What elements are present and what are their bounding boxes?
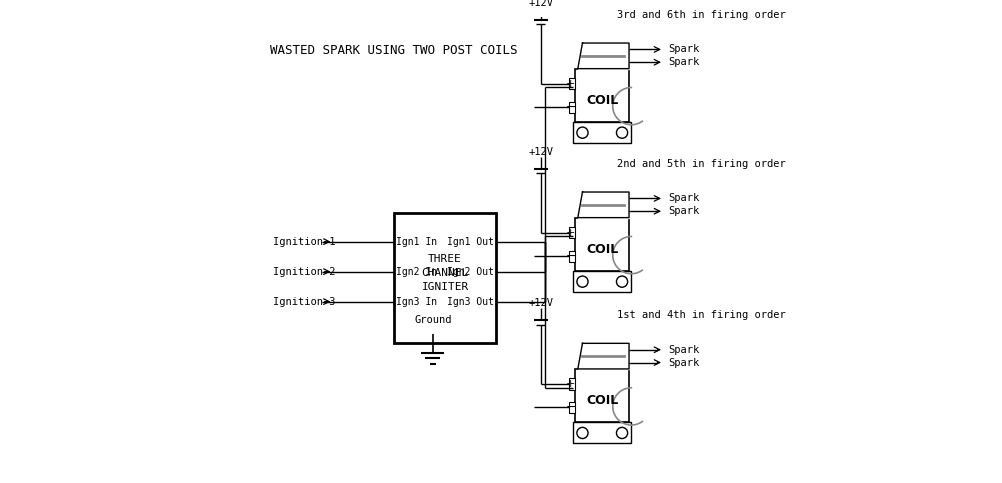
Text: Spark: Spark — [668, 44, 699, 55]
Circle shape — [577, 127, 588, 138]
Text: Ignition 2: Ignition 2 — [273, 267, 336, 277]
FancyBboxPatch shape — [575, 218, 629, 271]
FancyBboxPatch shape — [568, 101, 575, 113]
Circle shape — [577, 427, 588, 439]
Text: Ign3 Out: Ign3 Out — [447, 297, 494, 307]
FancyBboxPatch shape — [575, 69, 629, 122]
FancyBboxPatch shape — [575, 369, 629, 423]
FancyBboxPatch shape — [568, 78, 575, 89]
Polygon shape — [578, 343, 629, 369]
Text: Spark: Spark — [668, 193, 699, 203]
Text: Spark: Spark — [668, 206, 699, 216]
Text: Ign2 Out: Ign2 Out — [447, 267, 494, 277]
Text: THREE
CHANNEL
IGNITER: THREE CHANNEL IGNITER — [422, 255, 469, 293]
Text: Ign1 In: Ign1 In — [396, 237, 438, 247]
Circle shape — [577, 276, 588, 287]
Text: Ground: Ground — [414, 315, 452, 325]
Text: +12V: +12V — [528, 298, 553, 309]
FancyBboxPatch shape — [394, 213, 496, 343]
Text: WASTED SPARK USING TWO POST COILS: WASTED SPARK USING TWO POST COILS — [271, 43, 518, 57]
Text: Ign2 In: Ign2 In — [396, 267, 438, 277]
Text: COIL: COIL — [586, 394, 618, 407]
Text: 2nd and 5th in firing order: 2nd and 5th in firing order — [617, 159, 787, 169]
Text: Ignition 3: Ignition 3 — [273, 297, 336, 307]
Text: 3rd and 6th in firing order: 3rd and 6th in firing order — [617, 10, 787, 20]
FancyBboxPatch shape — [568, 227, 575, 238]
FancyBboxPatch shape — [573, 423, 631, 443]
Text: 1st and 4th in firing order: 1st and 4th in firing order — [617, 310, 787, 320]
Text: Spark: Spark — [668, 57, 699, 67]
FancyBboxPatch shape — [573, 271, 631, 292]
Text: +: + — [566, 227, 575, 238]
Text: Ignition 1: Ignition 1 — [273, 237, 336, 247]
Text: Spark: Spark — [668, 345, 699, 355]
Text: +12V: +12V — [528, 0, 553, 8]
Text: Ign1 Out: Ign1 Out — [447, 237, 494, 247]
Text: Ign3 In: Ign3 In — [396, 297, 438, 307]
Text: −: − — [565, 250, 576, 263]
Text: −: − — [565, 100, 576, 114]
Circle shape — [616, 127, 627, 138]
FancyBboxPatch shape — [568, 251, 575, 262]
FancyBboxPatch shape — [568, 378, 575, 389]
FancyBboxPatch shape — [573, 122, 631, 143]
Text: +: + — [566, 79, 575, 89]
FancyBboxPatch shape — [568, 402, 575, 413]
Polygon shape — [578, 43, 629, 69]
Text: +12V: +12V — [528, 147, 553, 157]
Text: −: − — [565, 401, 576, 414]
Text: COIL: COIL — [586, 94, 618, 107]
Text: +: + — [566, 379, 575, 389]
Circle shape — [616, 427, 627, 439]
Text: COIL: COIL — [586, 242, 618, 256]
Text: Spark: Spark — [668, 357, 699, 368]
Circle shape — [616, 276, 627, 287]
Polygon shape — [578, 192, 629, 218]
